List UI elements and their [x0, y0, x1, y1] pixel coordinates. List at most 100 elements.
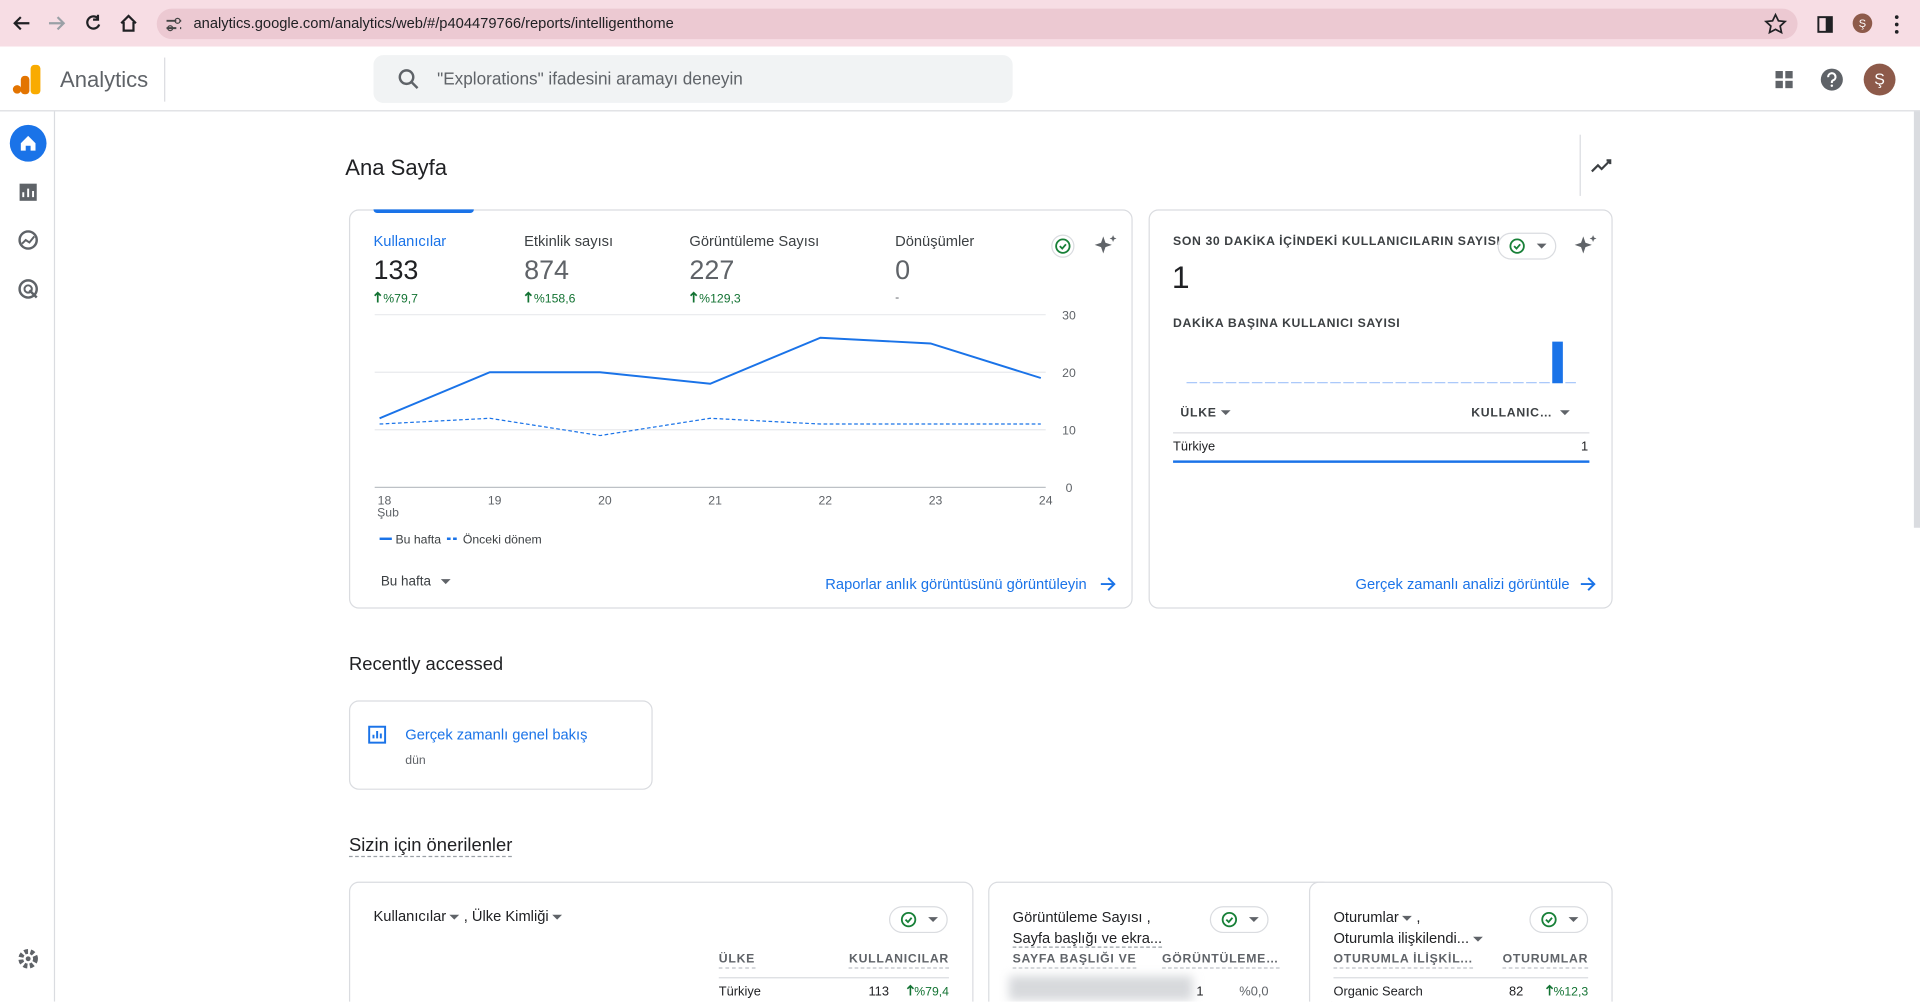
minute-bar	[1343, 382, 1354, 384]
recent-card[interactable]	[348, 700, 653, 790]
x-month-label: Şub	[377, 506, 399, 520]
search-box[interactable]	[373, 55, 1013, 103]
table-cell: 1	[1581, 439, 1589, 455]
minute-bar	[1421, 382, 1433, 384]
col-header: KULLANICILAR	[849, 953, 949, 969]
metric-label[interactable]: Etkinlik sayısı	[524, 232, 614, 250]
compare-pill[interactable]	[888, 906, 948, 934]
recent-item-name[interactable]: Gerçek zamanlı genel bakış	[405, 726, 588, 744]
realtime-subtitle: DAKİKA BAŞINA KULLANICI SAYISI	[1173, 317, 1401, 331]
card-title[interactable]: Görüntüleme Sayısı , Sayfa başlığı ve ekr…	[1012, 907, 1163, 949]
compare-pill[interactable]	[1529, 906, 1589, 934]
section-title: Sizin için önerilenler	[348, 835, 513, 858]
header-actions[interactable]	[1773, 67, 1859, 91]
minute-bar	[1251, 382, 1263, 384]
search-icon	[398, 69, 419, 90]
title-divider	[1579, 134, 1581, 196]
series-line	[379, 417, 1041, 437]
up-arrow	[690, 291, 698, 303]
account-avatar[interactable]: Ş	[1863, 63, 1896, 96]
up-arrow	[524, 291, 533, 303]
col-header: ÜLKE	[718, 953, 756, 969]
sparkle-icon[interactable]	[1572, 233, 1599, 257]
caret	[1220, 410, 1231, 416]
dimension: Oturumlar	[1333, 908, 1399, 926]
minute-bar	[1526, 382, 1537, 384]
url-box[interactable]	[156, 8, 1798, 40]
redacted	[1008, 975, 1193, 1001]
change-text: %79,4	[914, 985, 949, 1000]
dimension: Sayfa başlığı ve ekra...	[1012, 929, 1163, 948]
col-header: GÖRÜNTÜLEME…	[1162, 953, 1280, 969]
link-arrow[interactable]	[1100, 576, 1117, 593]
left-rail	[0, 111, 56, 1002]
caret	[449, 914, 460, 920]
minute-bar	[1317, 382, 1328, 384]
minute-bar	[1500, 382, 1511, 384]
minute-bar	[1277, 382, 1289, 384]
table-header[interactable]: KULLANIC…	[1471, 407, 1570, 420]
col-header: SAYFA BAŞLIĞI VE	[1012, 953, 1137, 969]
table-rule	[1333, 977, 1589, 979]
header-text: KULLANIC…	[1471, 406, 1553, 421]
scrollbar[interactable]	[1913, 111, 1920, 528]
realtime-value: 1	[1171, 258, 1190, 296]
period-selector[interactable]: Bu hafta	[381, 574, 451, 589]
card-tools[interactable]	[1049, 233, 1118, 260]
insights-icon[interactable]	[1589, 156, 1613, 176]
analytics-logo[interactable]	[12, 64, 44, 96]
link-arrow[interactable]	[1580, 576, 1597, 593]
up-arrow	[374, 291, 382, 303]
check-icon	[1509, 238, 1525, 254]
site-info-icon[interactable]	[164, 15, 184, 35]
legend-label: Önceki dönem	[463, 533, 542, 547]
change-text: -	[895, 291, 900, 305]
metric-label[interactable]: Kullanıcılar	[373, 232, 447, 250]
card-title[interactable]: Kullanıcılar , Ülke Kimliği	[373, 907, 563, 925]
nav-buttons[interactable]	[0, 0, 159, 47]
table-cell: Türkiye	[718, 984, 761, 1000]
minute-bar	[1447, 382, 1459, 384]
browser-actions[interactable]	[1763, 11, 1910, 38]
metric-value: 874	[524, 254, 570, 286]
minute-bar	[1212, 382, 1224, 384]
suggested-card	[348, 881, 974, 1002]
table-cell: %0,0	[1239, 984, 1269, 1000]
table-header[interactable]: ÜLKE	[1180, 407, 1231, 420]
caret	[1560, 410, 1570, 416]
metric-change: -	[895, 291, 899, 304]
app-header	[0, 47, 1920, 112]
compare-pill[interactable]	[1497, 232, 1557, 260]
browser-avatar[interactable]: Ş	[1852, 13, 1873, 34]
minute-bar	[1460, 382, 1472, 384]
change-text: %79,7	[383, 292, 418, 307]
x-tick-label: 24	[1039, 493, 1053, 507]
report-icon	[368, 725, 387, 744]
table-cell: 82	[1508, 984, 1524, 1000]
caret	[928, 917, 938, 923]
rail-icons[interactable]	[7, 122, 51, 979]
metric-label[interactable]: Dönüşümler	[895, 232, 975, 250]
card-title[interactable]: Oturumlar , Oturumla ilişkilendi...	[1333, 907, 1483, 949]
series-line	[379, 336, 1042, 420]
link-text: Raporlar anlık görüntüsünü görüntüleyin	[825, 575, 1087, 593]
minute-bar	[1225, 382, 1237, 384]
overview-link[interactable]: Raporlar anlık görüntüsünü görüntüleyin	[825, 576, 1086, 593]
compare-pill[interactable]	[1209, 906, 1269, 934]
change-text: %129,3	[699, 292, 741, 307]
row-bar	[1173, 460, 1590, 463]
legend-label: Bu hafta	[396, 533, 442, 547]
dimension: Kullanıcılar	[373, 907, 447, 925]
minute-bar	[1395, 382, 1407, 384]
link-text: Gerçek zamanlı analizi görüntüle	[1355, 575, 1570, 593]
page-title: Ana Sayfa	[345, 155, 448, 181]
minute-bar	[1486, 382, 1498, 384]
realtime-title: SON 30 DAKİKA İÇİNDEKİ KULLANICILARIN SA…	[1173, 235, 1501, 249]
realtime-link[interactable]: Gerçek zamanlı analizi görüntüle	[1356, 576, 1570, 593]
minute-bar	[1539, 382, 1550, 384]
metric-change: %79,7	[373, 291, 418, 306]
metric-label[interactable]: Görüntüleme Sayısı	[689, 232, 820, 250]
